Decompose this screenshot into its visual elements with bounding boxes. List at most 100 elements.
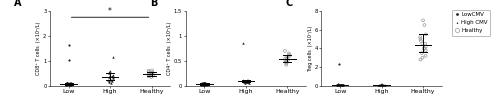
Point: [66, 82, 74, 84]
Point: [244, 81, 252, 83]
Point: [242, 81, 250, 83]
Point: [239, 43, 247, 44]
Point: [67, 83, 75, 84]
Point: [338, 84, 345, 86]
Point: [62, 83, 70, 85]
Point: [336, 84, 344, 86]
Point: [64, 83, 72, 84]
Point: [106, 74, 114, 76]
Point: [67, 82, 75, 84]
Point: [145, 72, 153, 74]
Point: [334, 84, 342, 86]
Point: [107, 79, 115, 80]
Point: [379, 84, 387, 86]
Point: [240, 80, 248, 82]
Point: [144, 70, 152, 72]
Point: [200, 83, 207, 85]
Point: [375, 84, 383, 86]
Point: [242, 80, 250, 82]
Point: [106, 70, 114, 72]
Point: [338, 84, 346, 86]
Point: [65, 83, 73, 85]
Text: *: *: [108, 7, 112, 16]
Point: [148, 76, 156, 78]
Point: [144, 71, 152, 72]
Point: [108, 80, 116, 82]
Point: [241, 82, 249, 84]
Text: A: A: [14, 0, 22, 8]
Point: [420, 48, 428, 49]
Point: [282, 60, 290, 62]
Point: [282, 58, 290, 59]
Point: [201, 83, 209, 85]
Point: [66, 83, 74, 85]
Point: [109, 56, 117, 58]
Point: [200, 84, 208, 86]
Point: [284, 56, 292, 58]
Point: [242, 81, 250, 83]
Point: [62, 82, 70, 84]
Point: [65, 84, 73, 85]
Y-axis label: Treg cells  (×10⁷/L): Treg cells (×10⁷/L): [308, 25, 312, 72]
Point: [380, 84, 388, 86]
Point: [244, 80, 252, 82]
Point: [334, 84, 342, 86]
Point: [201, 84, 209, 86]
Point: [338, 84, 345, 86]
Point: [148, 69, 156, 71]
Point: [416, 36, 424, 38]
Point: [199, 82, 207, 84]
Point: [418, 52, 426, 54]
Point: [339, 84, 347, 86]
Point: [148, 71, 156, 73]
Point: [374, 84, 382, 86]
Point: [66, 83, 74, 85]
Point: [282, 61, 290, 63]
Point: [62, 83, 70, 85]
Point: [64, 82, 72, 84]
Point: [376, 84, 384, 86]
Point: [336, 84, 344, 86]
Point: [66, 84, 74, 86]
Point: [335, 63, 343, 65]
Point: [285, 52, 293, 54]
Y-axis label: CD8⁺ T cells  (×10⁹/L): CD8⁺ T cells (×10⁹/L): [36, 22, 41, 75]
Y-axis label: CD4⁺ T cells  (×10⁹/L): CD4⁺ T cells (×10⁹/L): [167, 22, 172, 75]
Point: [104, 79, 112, 81]
Point: [108, 82, 116, 84]
Point: [422, 49, 430, 51]
Point: [334, 84, 342, 86]
Point: [200, 84, 208, 86]
Point: [105, 76, 113, 78]
Point: [335, 84, 343, 86]
Point: [66, 83, 74, 85]
Point: [62, 83, 70, 85]
Point: [336, 84, 344, 86]
Point: [378, 84, 386, 86]
Point: [62, 83, 70, 85]
Point: [199, 83, 207, 85]
Point: [202, 83, 210, 85]
Point: [337, 84, 345, 86]
Point: [146, 73, 154, 75]
Point: [200, 82, 208, 84]
Point: [376, 84, 384, 86]
Point: [336, 84, 344, 86]
Point: [198, 84, 206, 86]
Point: [377, 83, 385, 85]
Point: [201, 83, 209, 85]
Point: [282, 60, 290, 62]
Point: [422, 43, 430, 45]
Point: [66, 83, 74, 85]
Point: [338, 84, 346, 86]
Point: [200, 83, 208, 85]
Point: [418, 43, 426, 45]
Point: [63, 82, 71, 84]
Point: [198, 82, 205, 84]
Point: [203, 83, 211, 85]
Point: [201, 84, 209, 86]
Point: [62, 83, 70, 84]
Point: [201, 82, 209, 84]
Point: [419, 19, 427, 21]
Point: [200, 83, 208, 85]
